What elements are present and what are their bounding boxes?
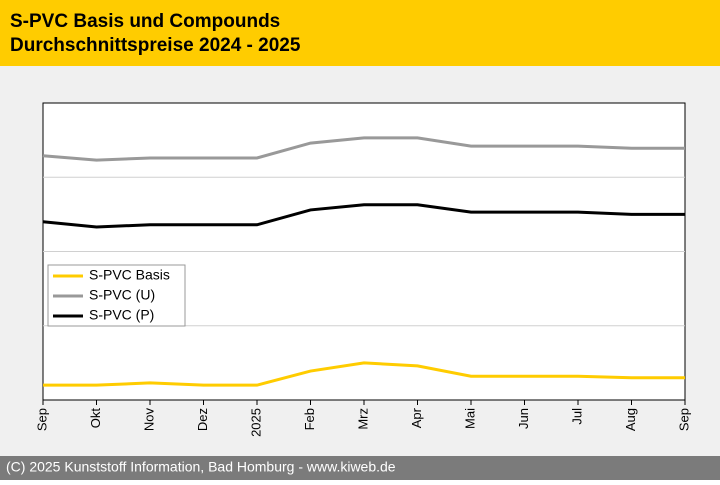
chart-subtitle: Durchschnittspreise 2024 - 2025 [10, 35, 301, 56]
x-tick-label: Mai [462, 408, 477, 429]
line-series [43, 361, 685, 387]
legend-label: S-PVC (P) [89, 307, 154, 323]
x-tick-label: Feb [302, 408, 317, 430]
x-tick-label: Nov [141, 408, 156, 432]
x-tick-label: 2025 [248, 408, 263, 437]
chart-title: S-PVC Basis und Compounds [10, 11, 280, 32]
footer: (C) 2025 Kunststoff Information, Bad Hom… [6, 459, 396, 475]
x-tick-label: Apr [409, 407, 424, 428]
x-tick-label: Aug [623, 408, 638, 431]
x-tick-label: Okt [88, 408, 103, 429]
line-series [42, 136, 685, 162]
x-tick-label: Sep [34, 408, 49, 431]
x-tick-label: Sep [676, 408, 691, 431]
legend-label: S-PVC Basis [89, 267, 170, 283]
line-series [42, 203, 685, 229]
header [0, 0, 720, 66]
x-tick-label: Mrz [355, 408, 370, 430]
x-tick-label: Jun [516, 408, 531, 429]
x-tick-label: Dez [195, 408, 210, 431]
footer-bar [0, 456, 720, 480]
x-tick-label: Jul [569, 408, 584, 425]
legend-label: S-PVC (U) [89, 287, 155, 303]
